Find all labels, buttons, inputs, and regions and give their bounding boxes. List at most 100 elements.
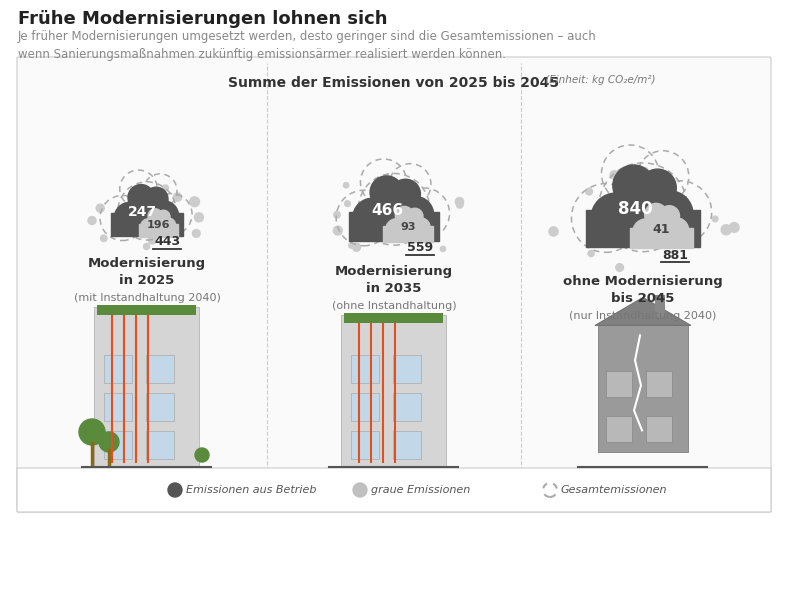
Circle shape [652,174,661,182]
Bar [351,393,380,421]
Circle shape [160,218,176,233]
Circle shape [352,243,361,251]
Circle shape [79,419,105,445]
Bar [351,355,380,383]
Circle shape [143,243,150,249]
Bar [147,431,174,459]
Circle shape [128,185,154,211]
Text: Je früher Modernisierungen umgesetzt werden, desto geringer sind die Gesamtemiss: Je früher Modernisierungen umgesetzt wer… [18,30,597,61]
Circle shape [712,216,718,222]
Circle shape [549,227,558,236]
Bar [384,226,433,242]
Circle shape [647,191,693,237]
Circle shape [374,181,379,187]
Circle shape [96,204,104,212]
Bar [95,307,199,467]
Bar [147,393,174,421]
Bar [646,416,672,442]
Text: Summe der Emissionen von 2025 bis 2045: Summe der Emissionen von 2025 bis 2045 [229,76,559,90]
Circle shape [333,226,342,235]
Circle shape [344,201,351,207]
Bar [351,431,380,459]
Bar [598,325,688,452]
FancyBboxPatch shape [17,57,771,512]
Circle shape [585,188,593,195]
Bar [105,393,132,421]
Bar [606,371,632,397]
Text: 559: 559 [407,241,433,254]
Circle shape [455,198,463,206]
Text: 443: 443 [154,235,180,248]
Circle shape [591,193,641,243]
Bar [111,213,183,236]
Bar [105,355,132,383]
Circle shape [644,210,679,246]
Circle shape [162,185,169,191]
Circle shape [610,171,619,179]
Bar [393,355,422,383]
Circle shape [173,193,182,201]
Bar [105,431,132,459]
Bar [646,371,672,397]
Bar [344,313,444,323]
Bar [341,315,447,467]
Circle shape [663,218,689,243]
Circle shape [456,202,463,208]
Circle shape [641,167,649,175]
Text: Gesamtemissionen: Gesamtemissionen [561,485,667,495]
Circle shape [195,448,209,462]
Polygon shape [595,297,691,325]
Circle shape [140,218,158,236]
Circle shape [147,213,169,236]
Bar [348,212,440,241]
Bar [630,228,693,248]
Circle shape [353,198,392,238]
Circle shape [639,169,676,207]
Text: ohne Modernisierung
bis 2045: ohne Modernisierung bis 2045 [563,275,723,305]
Text: 196: 196 [147,220,170,230]
Text: 466: 466 [372,203,404,218]
Text: 840: 840 [618,199,652,218]
Circle shape [397,196,433,233]
Circle shape [659,206,679,226]
Circle shape [127,193,167,233]
Circle shape [394,212,422,240]
Bar [606,416,632,442]
Bar [393,393,422,421]
Bar [393,431,422,459]
Circle shape [333,212,340,218]
Bar [98,305,196,315]
Text: (Einheit: kg CO₂e/m²): (Einheit: kg CO₂e/m²) [542,75,656,85]
Circle shape [99,432,119,452]
Circle shape [611,178,675,243]
Circle shape [370,176,403,209]
Circle shape [157,210,170,223]
Circle shape [369,186,419,237]
Circle shape [348,243,354,248]
Circle shape [721,225,731,235]
Text: 93: 93 [401,223,416,232]
Bar [585,210,701,247]
Circle shape [386,219,407,240]
Circle shape [645,204,667,226]
Text: 247: 247 [128,205,157,219]
Text: (mit Instandhaltung 2040): (mit Instandhaltung 2040) [73,293,221,303]
Circle shape [88,216,96,224]
Circle shape [613,165,655,207]
Circle shape [144,187,168,211]
Circle shape [411,218,430,238]
Circle shape [616,264,623,271]
Text: Modernisierung
in 2035: Modernisierung in 2035 [335,265,453,295]
Circle shape [148,209,162,223]
Circle shape [148,236,157,244]
Circle shape [633,219,660,246]
Bar [147,355,174,383]
Bar [139,224,178,237]
Bar [655,295,665,317]
Circle shape [192,230,200,237]
Text: 881: 881 [662,249,688,262]
Circle shape [588,250,594,257]
Text: 41: 41 [652,223,670,236]
Circle shape [150,201,178,230]
Circle shape [407,208,423,224]
